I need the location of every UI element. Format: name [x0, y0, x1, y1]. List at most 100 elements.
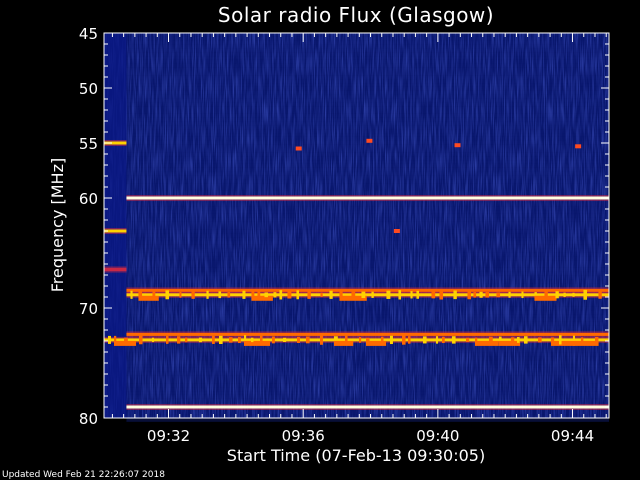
emission-burst [218, 291, 222, 299]
emission-burst [227, 292, 231, 298]
background-band [126, 129, 609, 134]
background-band [126, 52, 609, 57]
emission-line [104, 338, 609, 342]
emission-burst [219, 335, 223, 344]
background-band [126, 90, 609, 95]
emission-burst [339, 291, 343, 299]
emission-burst [511, 337, 515, 343]
updated-timestamp: Updated Wed Feb 21 22:26:07 2018 [2, 470, 165, 480]
emission-burst [260, 335, 263, 345]
emission-burst [467, 290, 471, 300]
background-band [126, 206, 609, 211]
background-band [126, 36, 609, 41]
emission-burst [179, 291, 182, 298]
x-axis-ticks: 09:32 09:36 09:40 09:44 [111, 33, 607, 445]
emission-burst [242, 290, 246, 299]
emission-burst [334, 340, 354, 346]
emission-line [126, 288, 609, 292]
background-band [126, 314, 609, 318]
emission-burst [563, 292, 566, 297]
emission-line [104, 268, 127, 271]
emission-burst [431, 291, 436, 299]
background-band [126, 40, 609, 45]
emission-burst [517, 336, 520, 343]
emission-burst [452, 336, 456, 344]
emission-burst [508, 291, 511, 298]
emission-burst [466, 337, 470, 342]
emission-burst [551, 340, 576, 346]
sporadic-burst [393, 229, 400, 233]
emission-burst [165, 290, 170, 300]
emission-burst [572, 292, 575, 297]
data-gap-region [104, 33, 127, 418]
emission-burst [279, 290, 283, 300]
emission-burst [475, 337, 478, 343]
background-band [126, 83, 609, 87]
emission-burst [544, 289, 548, 300]
emission-burst [138, 295, 159, 301]
background-band [126, 329, 609, 334]
background-band [126, 67, 609, 72]
background-band [126, 79, 609, 84]
emission-burst [264, 292, 268, 298]
emission-burst [114, 340, 137, 346]
y-tick-label: 80 [79, 410, 98, 428]
background-band [126, 306, 609, 311]
background-band [126, 113, 609, 118]
background-band [126, 86, 609, 91]
emission-burst [257, 290, 261, 299]
x-tick-label: 09:44 [551, 427, 594, 445]
emission-burst [442, 336, 445, 344]
background-band [126, 102, 609, 107]
background-band [126, 156, 609, 161]
emission-burst [581, 337, 584, 343]
x-tick-label: 09:32 [147, 427, 190, 445]
emission-burst [473, 292, 477, 298]
emission-burst [416, 290, 420, 299]
emission-burst [152, 291, 156, 299]
background-band [126, 302, 609, 307]
emission-burst [139, 335, 143, 345]
sporadic-burst [295, 146, 302, 151]
plot-noise [104, 33, 609, 418]
background-band [126, 387, 609, 392]
background-band [126, 237, 609, 241]
background-band [126, 383, 609, 388]
background-band [126, 356, 609, 361]
emission-burst [573, 335, 576, 345]
background-band [126, 283, 609, 288]
background-band [126, 187, 609, 191]
background-band [126, 379, 609, 384]
background-band [126, 418, 609, 422]
y-tick-label: 70 [79, 300, 98, 318]
emission-burst [390, 335, 393, 345]
background-band [126, 94, 609, 99]
background-band [126, 344, 609, 349]
background-band [126, 221, 609, 226]
emission-burst [573, 340, 599, 346]
emission-burst [410, 291, 413, 299]
sporadic-burst [454, 143, 461, 148]
background-band [126, 348, 609, 353]
background-band [126, 271, 609, 276]
background-band [126, 160, 609, 164]
emission-burst [296, 290, 300, 300]
background-band [126, 325, 609, 330]
emission-burst [555, 291, 559, 299]
emission-burst [521, 291, 524, 299]
background-band [126, 56, 609, 60]
background-band [126, 360, 609, 365]
background-band [126, 244, 609, 249]
background-band [126, 275, 609, 280]
emission-burst [496, 292, 501, 298]
emission-burst [475, 340, 499, 346]
x-axis-label: Start Time (07-Feb-13 09:30:05) [227, 446, 485, 465]
emission-burst [229, 337, 233, 343]
background-band [126, 106, 609, 110]
emission-line [126, 293, 609, 297]
plot-frame [103, 32, 610, 419]
background-band [126, 317, 609, 322]
background-band [126, 202, 609, 207]
emission-burst [334, 336, 338, 344]
